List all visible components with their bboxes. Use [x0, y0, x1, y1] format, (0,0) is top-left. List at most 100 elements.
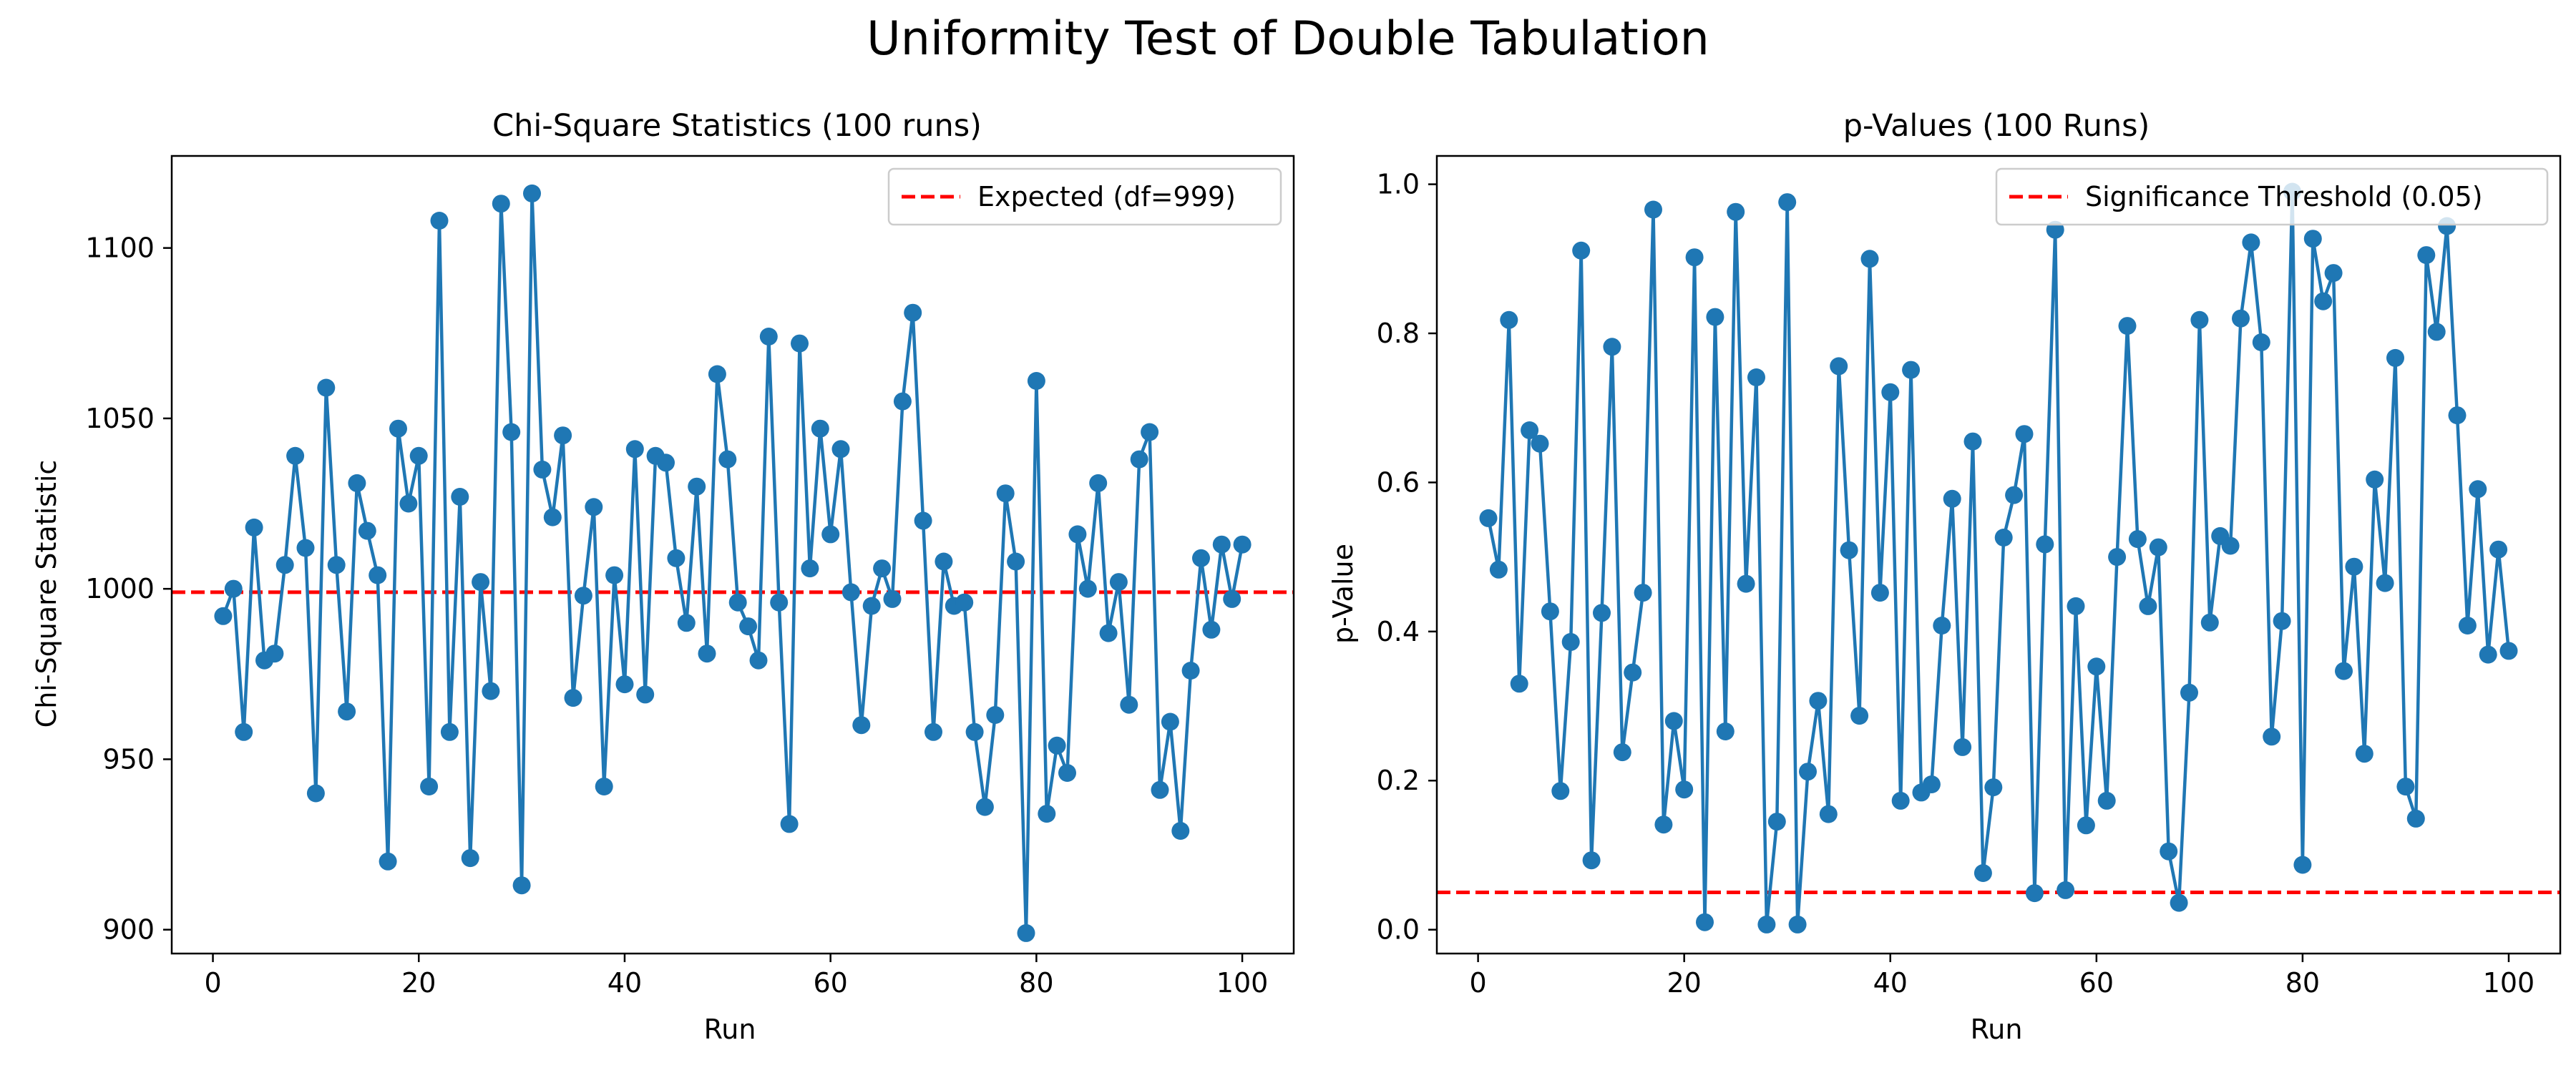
chi-square-y-tick-label: 1100 [85, 232, 155, 264]
p-value-data-point [2469, 480, 2487, 499]
p-value-y-tick-label: 0.6 [1377, 466, 1420, 498]
p-value-data-point [2067, 597, 2085, 615]
p-value-x-axis-label: Run [1971, 1014, 2023, 1045]
p-value-data-point [1531, 434, 1549, 453]
chi-square-data-point [996, 484, 1015, 503]
chi-square-data-point [1181, 662, 1200, 680]
chi-square-data-point [965, 722, 984, 741]
chi-square-data-point [914, 511, 932, 530]
p-value-data-point [2263, 727, 2281, 746]
p-value-data-point [1819, 805, 1838, 823]
chi-square-data-point [893, 392, 912, 411]
p-value-data-point [1551, 782, 1570, 800]
p-value-data-point [2427, 323, 2446, 341]
p-value-data-point [2005, 486, 2024, 504]
p-value-panel-title: p-Values (100 Runs) [1843, 108, 2150, 144]
p-value-data-point [1654, 815, 1673, 834]
p-value-data-point [1994, 529, 2013, 547]
chi-square-data-point [1202, 620, 1221, 639]
p-value-data-point [2366, 470, 2384, 489]
chi-square-data-point [924, 722, 942, 741]
p-value-data-point [1479, 509, 1498, 527]
chi-square-data-point [657, 454, 675, 472]
chi-square-data-point [338, 702, 356, 721]
p-value-data-point [1706, 308, 1724, 326]
p-value-data-point [2417, 246, 2436, 265]
chi-square-data-point [595, 778, 613, 795]
chi-square-data-point [554, 426, 572, 445]
chi-square-data-point [358, 521, 376, 540]
chi-square-legend-label: Expected (df=999) [977, 181, 1236, 212]
chi-square-data-point [1192, 549, 1210, 567]
chi-square-data-point [1068, 525, 1087, 544]
p-value-data-point [1933, 617, 1951, 635]
p-value-data-point [2139, 597, 2157, 615]
p-value-data-point [1582, 851, 1601, 870]
p-value-data-point [1953, 738, 1972, 756]
p-value-data-point [2386, 348, 2404, 367]
chi-square-data-point [348, 474, 366, 492]
p-value-legend: Significance Threshold (0.05) [1995, 167, 2549, 226]
chi-square-data-point [862, 597, 881, 615]
p-value-panel: p-Values (100 Runs) Run p-Value 0 20 40 60 8… [1327, 108, 2562, 1045]
chi-square-data-point [615, 675, 634, 694]
p-value-data-point [2036, 535, 2054, 554]
chi-square-data-point [543, 508, 562, 526]
chi-square-data-point [492, 195, 510, 213]
chi-square-data-point [245, 518, 263, 536]
chi-square-panel: Chi-Square Statistics (100 runs) Run Chi… [31, 108, 1295, 1045]
chi-square-y-axis-label: Chi-Square Statistic [31, 460, 62, 728]
p-value-data-point [1696, 913, 1714, 931]
p-value-data-point [2458, 617, 2477, 635]
chi-square-data-point [780, 815, 799, 833]
chi-square-data-point [688, 477, 706, 496]
p-value-data-point [2160, 842, 2178, 861]
p-value-data-point [2345, 557, 2363, 576]
p-value-data-point [2376, 574, 2394, 592]
chi-square-data-point [636, 685, 655, 704]
p-value-data-point [2448, 406, 2467, 425]
chi-square-y-tick-label: 1050 [85, 403, 155, 434]
figure-title: Uniformity Test of Double Tabulation [867, 12, 1709, 66]
p-value-legend-box [1995, 167, 2549, 226]
chi-square-legend: Expected (df=999) [887, 167, 1282, 226]
p-value-data-point [1984, 778, 2003, 797]
chi-square-data-point [955, 593, 974, 612]
chi-square-data-point [1109, 573, 1128, 592]
chi-square-data-point [286, 446, 305, 465]
p-value-data-point [1943, 489, 1961, 508]
chi-square-x-tick-label: 100 [1216, 967, 1269, 999]
p-value-data-point [1840, 541, 1858, 559]
chi-square-x-tick-label: 40 [608, 967, 642, 999]
chi-square-data-point [512, 876, 531, 895]
chi-square-data-point [585, 498, 603, 516]
p-value-x-tick-label: 40 [1873, 967, 1908, 999]
chi-square-data-point [399, 494, 418, 513]
p-value-data-point [1675, 780, 1694, 799]
p-value-data-point [2499, 642, 2518, 660]
p-value-data-point [2293, 856, 2312, 874]
chi-square-data-point [605, 566, 624, 584]
p-value-data-point [1664, 712, 1683, 730]
chi-square-data-point [667, 549, 686, 567]
chi-square-data-point [430, 212, 449, 230]
chi-square-data-point [1141, 423, 1159, 441]
chi-square-x-tick-label: 60 [813, 967, 847, 999]
p-value-data-point [1510, 675, 1528, 693]
p-value-data-point [1500, 310, 1518, 329]
p-value-data-point [1778, 193, 1797, 212]
p-value-data-point [2180, 683, 2198, 702]
p-value-x-tick-label: 0 [1470, 967, 1487, 999]
p-value-data-point [1624, 663, 1642, 682]
p-value-x-tick-label: 100 [2483, 967, 2535, 999]
p-value-data-point [2335, 662, 2353, 680]
chi-square-data-point [451, 488, 469, 506]
p-value-data-point [2015, 425, 2034, 444]
chi-square-data-point [296, 539, 315, 557]
chi-square-data-point [1007, 552, 1025, 571]
p-value-data-point [1860, 250, 1879, 268]
chi-square-data-point [409, 446, 428, 465]
p-value-plot-area: 0 20 40 60 80 100 0.0 0.2 0.4 0.6 0.8 1.0 Significan… [1377, 155, 2562, 999]
p-value-y-tick-label: 1.0 [1377, 169, 1420, 200]
p-value-data-point [2221, 536, 2240, 555]
